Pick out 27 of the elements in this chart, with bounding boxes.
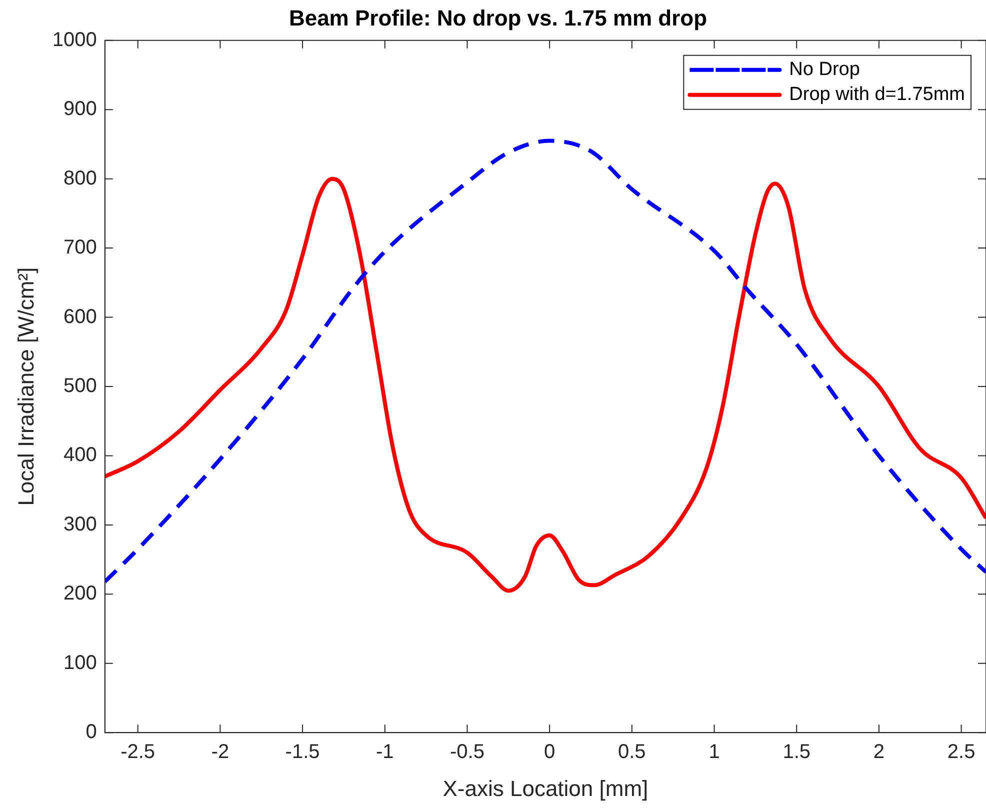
y-tick-label: 300 bbox=[64, 513, 97, 536]
x-tick-label: 0 bbox=[544, 741, 556, 764]
y-tick-label: 400 bbox=[64, 444, 97, 466]
y-tick-label: 800 bbox=[64, 167, 97, 190]
x-tick-label: 1 bbox=[708, 741, 720, 764]
legend-label: No Drop bbox=[789, 59, 860, 80]
x-tick-label: 1.5 bbox=[782, 741, 811, 764]
x-tick-label: -2.5 bbox=[120, 741, 156, 764]
chart-title: Beam Profile: No drop vs. 1.75 mm drop bbox=[288, 5, 708, 30]
y-tick-label: 100 bbox=[64, 652, 97, 674]
x-tick-label: 2 bbox=[873, 741, 885, 764]
x-axis-title: X-axis Location [mm] bbox=[442, 776, 648, 801]
legend-label: Drop with d=1.75mm bbox=[789, 84, 966, 106]
x-tick-label: 2.5 bbox=[947, 741, 976, 764]
x-tick-label: -1 bbox=[376, 741, 394, 764]
x-tick-label: -1.5 bbox=[285, 741, 320, 764]
y-tick-label: 0 bbox=[86, 721, 97, 744]
y-tick-label: 1000 bbox=[52, 28, 97, 51]
x-tick-label: 0.5 bbox=[618, 741, 646, 764]
x-tick-label: -2 bbox=[211, 741, 230, 764]
y-tick-label: 600 bbox=[64, 306, 97, 328]
y-tick-label: 200 bbox=[64, 582, 97, 605]
y-tick-label: 500 bbox=[64, 375, 97, 398]
y-tick-label: 900 bbox=[64, 98, 97, 120]
y-tick-label: 700 bbox=[64, 236, 97, 259]
y-axis-title: Local Irradiance [W/cm²] bbox=[13, 267, 38, 506]
x-tick-label: -0.5 bbox=[450, 741, 484, 764]
